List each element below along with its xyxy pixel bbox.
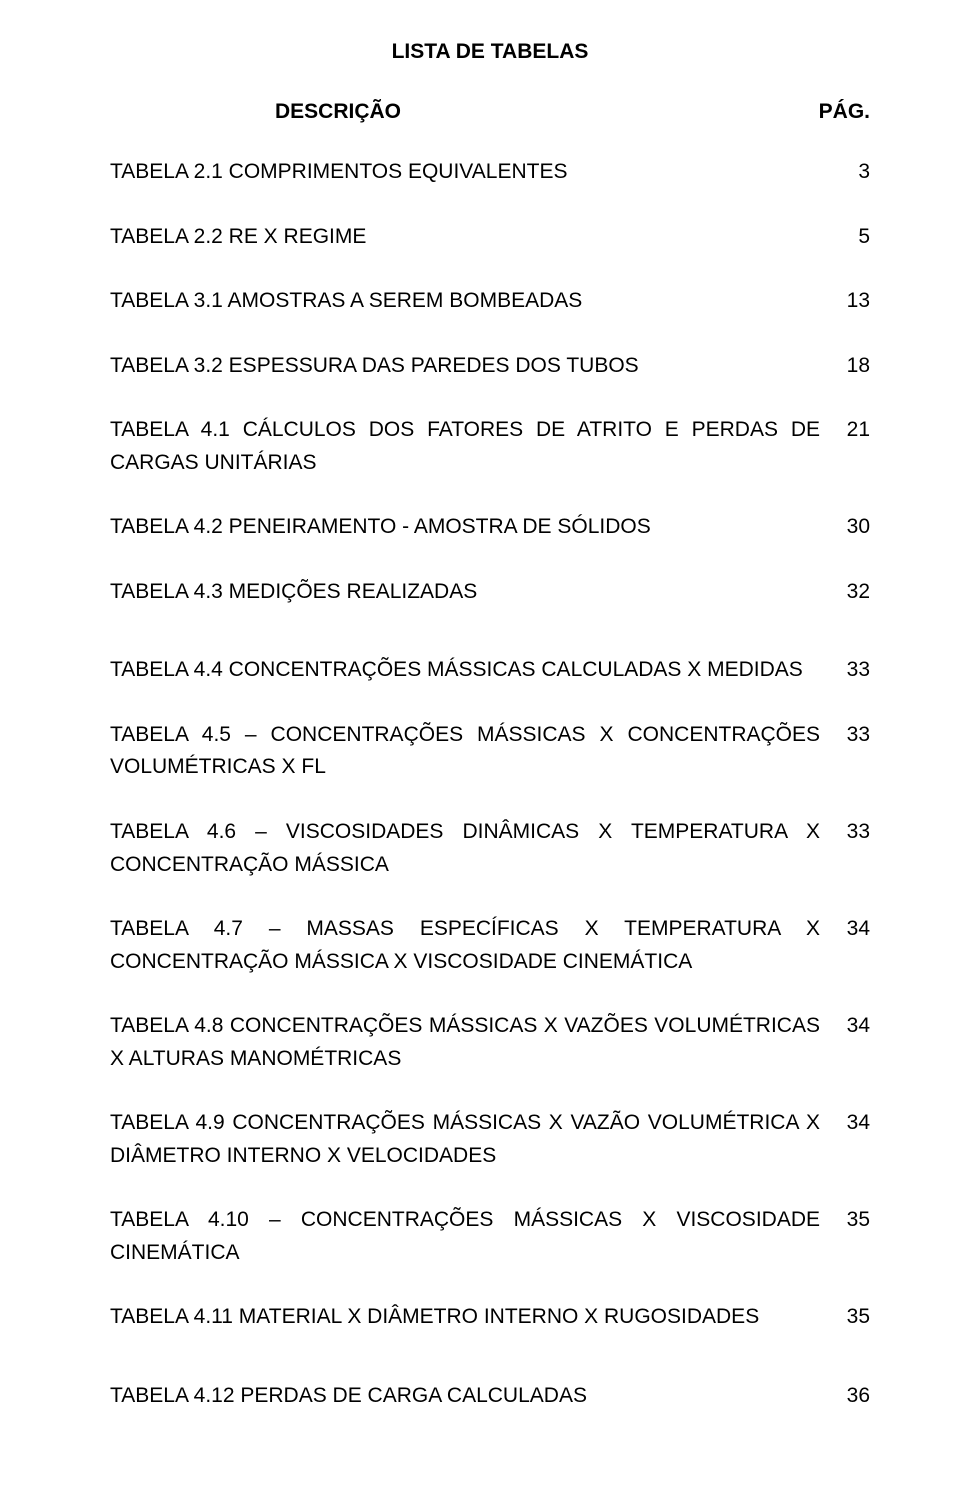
- entry-description: TABELA 4.5 – CONCENTRAÇÕES MÁSSICAS X CO…: [110, 719, 840, 784]
- header-page: PÁG.: [819, 100, 870, 124]
- entry-description: TABELA 3.1 AMOSTRAS A SEREM BOMBEADAS: [110, 285, 840, 318]
- entry-page: 34: [840, 1107, 870, 1140]
- table-row: TABELA 4.11 MATERIAL X DIÂMETRO INTERNO …: [110, 1301, 870, 1334]
- entry-page: 34: [840, 1010, 870, 1043]
- table-row: TABELA 4.8 CONCENTRAÇÕES MÁSSICAS X VAZÕ…: [110, 1010, 870, 1075]
- table-row: TABELA 4.12 PERDAS DE CARGA CALCULADAS 3…: [110, 1380, 870, 1413]
- entry-page: 35: [840, 1301, 870, 1334]
- entry-page: 35: [840, 1204, 870, 1237]
- entry-description: TABELA 3.2 ESPESSURA DAS PAREDES DOS TUB…: [110, 350, 840, 383]
- entry-page: 30: [840, 511, 870, 544]
- entry-description: TABELA 4.3 MEDIÇÕES REALIZADAS: [110, 576, 840, 609]
- table-row: TABELA 4.4 CONCENTRAÇÕES MÁSSICAS CALCUL…: [110, 654, 870, 687]
- header-description: DESCRIÇÃO: [275, 100, 401, 124]
- entry-page: 3: [840, 156, 870, 189]
- entry-description: TABELA 2.2 RE X REGIME: [110, 221, 840, 254]
- table-row: TABELA 4.9 CONCENTRAÇÕES MÁSSICAS X VAZÃ…: [110, 1107, 870, 1172]
- entry-description: TABELA 4.1 CÁLCULOS DOS FATORES DE ATRIT…: [110, 414, 840, 479]
- entry-page: 33: [840, 654, 870, 687]
- table-row: TABELA 4.6 – VISCOSIDADES DINÂMICAS X TE…: [110, 816, 870, 881]
- entry-page: 36: [840, 1380, 870, 1413]
- table-header-row: DESCRIÇÃO PÁG.: [110, 100, 870, 124]
- table-row: TABELA 3.2 ESPESSURA DAS PAREDES DOS TUB…: [110, 350, 870, 383]
- entry-page: 33: [840, 816, 870, 849]
- entry-description: TABELA 4.2 PENEIRAMENTO - AMOSTRA DE SÓL…: [110, 511, 840, 544]
- entry-description: TABELA 2.1 COMPRIMENTOS EQUIVALENTES: [110, 156, 840, 189]
- table-row: TABELA 4.5 – CONCENTRAÇÕES MÁSSICAS X CO…: [110, 719, 870, 784]
- entry-page: 13: [840, 285, 870, 318]
- entry-description: TABELA 4.11 MATERIAL X DIÂMETRO INTERNO …: [110, 1301, 840, 1334]
- entry-description: TABELA 4.8 CONCENTRAÇÕES MÁSSICAS X VAZÕ…: [110, 1010, 840, 1075]
- entry-page: 21: [840, 414, 870, 447]
- entry-description: TABELA 4.10 – CONCENTRAÇÕES MÁSSICAS X V…: [110, 1204, 840, 1269]
- table-row: TABELA 4.3 MEDIÇÕES REALIZADAS 32: [110, 576, 870, 609]
- table-row: TABELA 4.10 – CONCENTRAÇÕES MÁSSICAS X V…: [110, 1204, 870, 1269]
- entry-description: TABELA 4.6 – VISCOSIDADES DINÂMICAS X TE…: [110, 816, 840, 881]
- table-row: TABELA 3.1 AMOSTRAS A SEREM BOMBEADAS 13: [110, 285, 870, 318]
- entry-description: TABELA 4.7 – MASSAS ESPECÍFICAS X TEMPER…: [110, 913, 840, 978]
- table-row: TABELA 4.7 – MASSAS ESPECÍFICAS X TEMPER…: [110, 913, 870, 978]
- table-row: TABELA 4.1 CÁLCULOS DOS FATORES DE ATRIT…: [110, 414, 870, 479]
- entry-description: TABELA 4.12 PERDAS DE CARGA CALCULADAS: [110, 1380, 840, 1413]
- table-row: TABELA 2.2 RE X REGIME 5: [110, 221, 870, 254]
- entry-page: 33: [840, 719, 870, 752]
- entry-page: 34: [840, 913, 870, 946]
- entry-page: 32: [840, 576, 870, 609]
- page-title: LISTA DE TABELAS: [110, 40, 870, 64]
- table-row: TABELA 2.1 COMPRIMENTOS EQUIVALENTES 3: [110, 156, 870, 189]
- entry-description: TABELA 4.4 CONCENTRAÇÕES MÁSSICAS CALCUL…: [110, 654, 840, 687]
- entry-description: TABELA 4.9 CONCENTRAÇÕES MÁSSICAS X VAZÃ…: [110, 1107, 840, 1172]
- entry-page: 18: [840, 350, 870, 383]
- entry-page: 5: [840, 221, 870, 254]
- table-row: TABELA 4.2 PENEIRAMENTO - AMOSTRA DE SÓL…: [110, 511, 870, 544]
